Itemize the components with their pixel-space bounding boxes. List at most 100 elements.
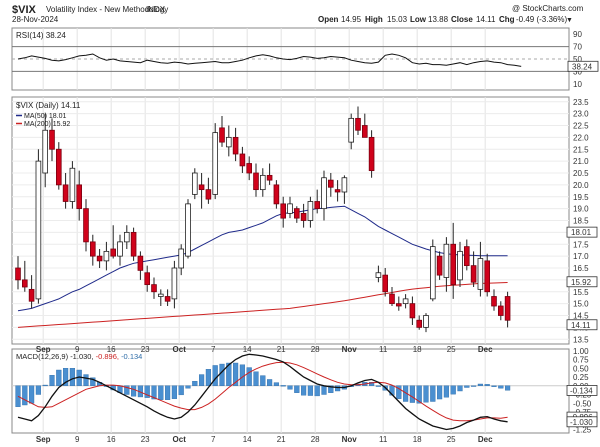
x-axis-label: 9	[75, 435, 80, 444]
price-tick-label: 22.0	[573, 133, 589, 142]
candle-body-down	[28, 288, 35, 302]
candlestick	[266, 163, 273, 185]
macd-histogram-bar	[294, 385, 300, 393]
x-axis-label: 14	[243, 345, 252, 354]
x-axis-label: 11	[379, 345, 388, 354]
symbol-label: $VIX	[12, 4, 37, 16]
macd-histogram-bar	[437, 385, 443, 400]
price-title: $VIX (Daily) 14.11	[16, 101, 81, 110]
candle-body-up	[191, 172, 198, 195]
candle-body-down	[504, 296, 511, 321]
macd-histogram-bar	[443, 385, 450, 398]
candle-body-down	[266, 174, 273, 181]
candle-body-down	[491, 296, 497, 307]
candlestick	[300, 203, 307, 228]
macd-tick-label: -1.25	[573, 426, 592, 435]
chg-down-arrow-icon: ▼	[566, 17, 573, 24]
macd-histogram-bar	[56, 369, 62, 386]
macd-histogram-bar	[49, 375, 55, 386]
candle-body-down	[151, 284, 157, 293]
candle-body-down	[497, 305, 504, 316]
candle-body-down	[389, 293, 395, 305]
candle-body-up	[321, 177, 327, 210]
price-value-tag	[566, 226, 598, 238]
candle-body-down	[219, 127, 225, 143]
candlestick	[219, 116, 225, 147]
candlestick	[225, 125, 232, 157]
candle-body-down	[246, 163, 253, 174]
candlestick	[375, 265, 382, 283]
candle-body-down	[395, 303, 402, 307]
macd-histogram-bar	[464, 385, 470, 388]
candlestick	[293, 206, 300, 223]
macd-histogram-bar	[239, 364, 246, 386]
macd-title-part: -0.896,	[96, 352, 121, 361]
candle-body-down	[273, 184, 280, 205]
candlestick	[69, 161, 76, 209]
rsi-line	[17, 53, 522, 67]
rsi-title: RSI(14) 38.24	[16, 31, 66, 40]
macd-histogram-bar	[83, 374, 89, 386]
x-axis-label: Dec	[478, 345, 493, 354]
candlestick	[470, 251, 477, 287]
macd-histogram-bar	[307, 385, 314, 396]
x-axis-label: 11	[379, 435, 388, 444]
candlestick	[361, 113, 368, 138]
candlestick	[62, 173, 69, 209]
candlestick	[409, 296, 416, 325]
price-tick-label: 19.0	[573, 205, 589, 214]
candlestick	[395, 296, 402, 311]
macd-histogram-bar	[430, 385, 436, 402]
macd-histogram-bar	[185, 385, 191, 389]
macd-title-part: MACD(12,26,9)	[16, 352, 70, 361]
price-tick-label: 20.5	[573, 169, 589, 178]
candlestick	[157, 289, 164, 306]
price-tick-label: 23.5	[573, 98, 589, 107]
rsi-tick-label: 10	[573, 80, 582, 89]
candle-body-down	[334, 189, 341, 193]
candlestick	[130, 227, 137, 261]
legend-entry: MA(200) 15.92	[24, 121, 70, 128]
macd-value-tag	[566, 416, 598, 428]
candle-body-up	[212, 132, 219, 195]
macd-histogram-bar	[423, 385, 429, 403]
candlestick	[124, 225, 130, 249]
candle-body-down	[144, 272, 151, 286]
macd-histogram-bar	[409, 385, 416, 403]
candlestick	[205, 177, 212, 204]
macd-histogram-bar	[124, 385, 130, 395]
price-value-tag-label: 15.92	[571, 278, 592, 287]
price-tick-label: 20.0	[573, 181, 589, 190]
macd-histogram-bar	[260, 375, 266, 386]
macd-title-part: -1.030,	[70, 352, 95, 361]
candle-body-up	[375, 272, 382, 278]
chg-value: -0.49 (-3.36%)	[516, 15, 567, 24]
price-tick-label: 21.5	[573, 145, 589, 154]
candlestick	[212, 123, 219, 200]
macd-histogram-bar	[42, 384, 48, 387]
candlestick	[280, 196, 286, 228]
x-axis-label: Dec	[478, 435, 493, 444]
candle-body-up	[35, 160, 42, 300]
candlestick	[389, 287, 395, 306]
open-label: Open	[318, 15, 339, 24]
x-axis-label: Sep	[36, 345, 51, 354]
candlestick	[28, 275, 35, 309]
candlestick	[137, 251, 144, 280]
candlestick	[21, 260, 28, 292]
candle-body-up	[171, 267, 178, 300]
x-axis-label: 7	[211, 435, 216, 444]
x-axis-label: Sep	[36, 435, 51, 444]
x-axis-label: Oct	[173, 435, 187, 444]
x-axis-label: 28	[311, 435, 320, 444]
macd-tick-label: 0.75	[573, 356, 589, 365]
ma50-line	[17, 205, 508, 312]
candlestick	[56, 142, 62, 190]
x-axis-label: 7	[211, 345, 216, 354]
candle-body-down	[49, 129, 55, 150]
candlestick	[287, 196, 293, 219]
candlestick	[171, 260, 178, 309]
macd-histogram-bar	[484, 384, 490, 386]
